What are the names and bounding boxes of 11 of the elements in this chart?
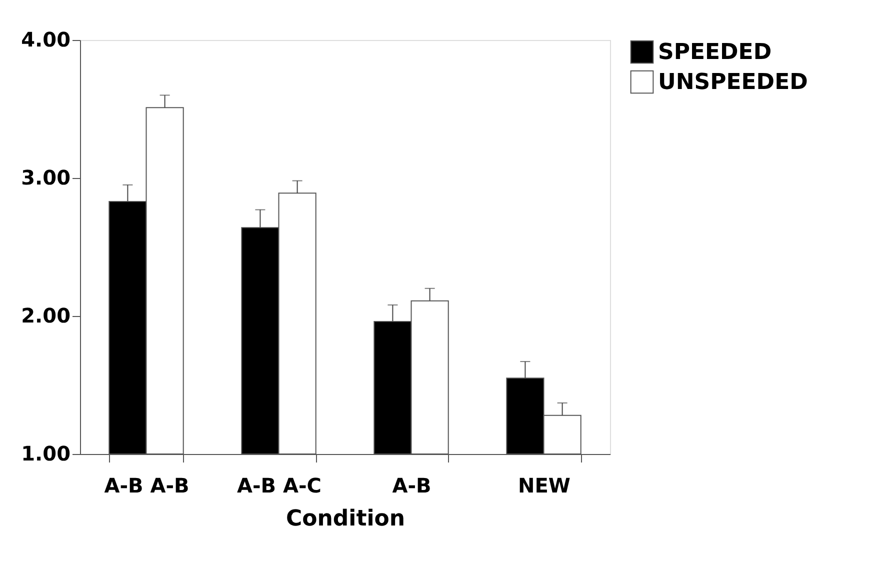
x-tick-label: A-B A-B xyxy=(104,474,190,498)
y-tick-label: 4.00 xyxy=(21,28,70,52)
y-tick-label: 3.00 xyxy=(21,166,70,190)
legend-label: SPEEDED xyxy=(658,40,772,65)
y-tick-label: 1.00 xyxy=(21,442,70,466)
x-tick-label: NEW xyxy=(518,474,570,498)
x-axis-title: Condition xyxy=(286,506,406,532)
x-tick-label: A-B A-C xyxy=(237,474,322,498)
legend-label: UNSPEEDED xyxy=(658,70,808,95)
y-tick-label: 2.00 xyxy=(21,304,70,328)
x-tick-label: A-B xyxy=(392,474,432,498)
